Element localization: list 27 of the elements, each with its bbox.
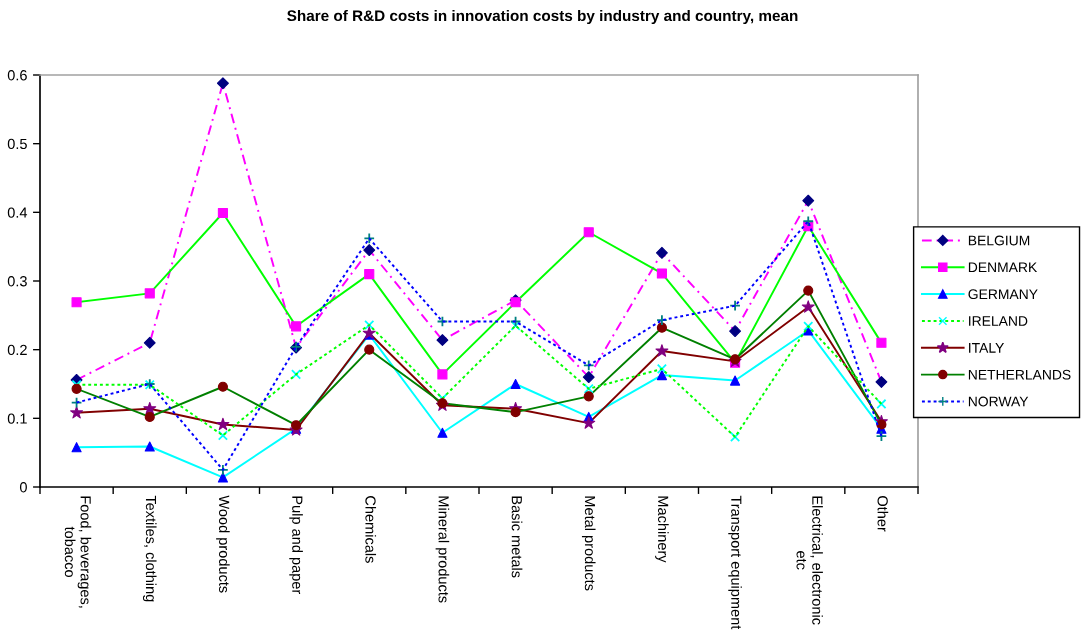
- x-tick-label: Machinery: [655, 496, 669, 563]
- legend-label: NORWAY: [968, 396, 1029, 407]
- x-tick-label: Pulp and paper: [289, 496, 303, 595]
- y-tick-label: 0.1: [7, 413, 27, 424]
- x-tick-label: Wood products: [216, 495, 230, 593]
- legend-label: DENMARK: [968, 262, 1038, 273]
- y-tick-label: 0.5: [7, 138, 27, 150]
- x-tick-label: Other: [877, 496, 889, 532]
- legend-label: BELGIUM: [968, 235, 1030, 246]
- x-tick-label: Electrical, electronic etc: [796, 496, 823, 625]
- y-tick-label: 0: [19, 482, 27, 493]
- y-tick-label: 0.3: [7, 276, 27, 287]
- y-tick-label: 0.4: [7, 207, 28, 218]
- legend-label: NETHERLANDS: [968, 369, 1071, 380]
- x-tick-label: Chemicals: [365, 496, 377, 563]
- x-tick-label: Food, beverages, tobacco: [64, 496, 92, 608]
- x-tick-label: Mineral products: [435, 496, 450, 603]
- legend-label: ITALY: [969, 343, 1005, 353]
- legend-label: GERMANY: [968, 289, 1038, 300]
- x-tick-label: Metal products: [581, 496, 596, 591]
- y-tick-label: 0.6: [7, 70, 27, 81]
- x-tick-label: Basic metals: [511, 496, 523, 578]
- x-tick-label: Textiles, clothing: [142, 495, 157, 602]
- y-tick-label: 0.2: [7, 344, 27, 356]
- legend-label: IRELAND: [969, 316, 1028, 326]
- x-tick-label: Transport equipment: [728, 495, 742, 630]
- chart-title: Share of R&D costs in innovation costs by industry and country, mean: [287, 9, 798, 25]
